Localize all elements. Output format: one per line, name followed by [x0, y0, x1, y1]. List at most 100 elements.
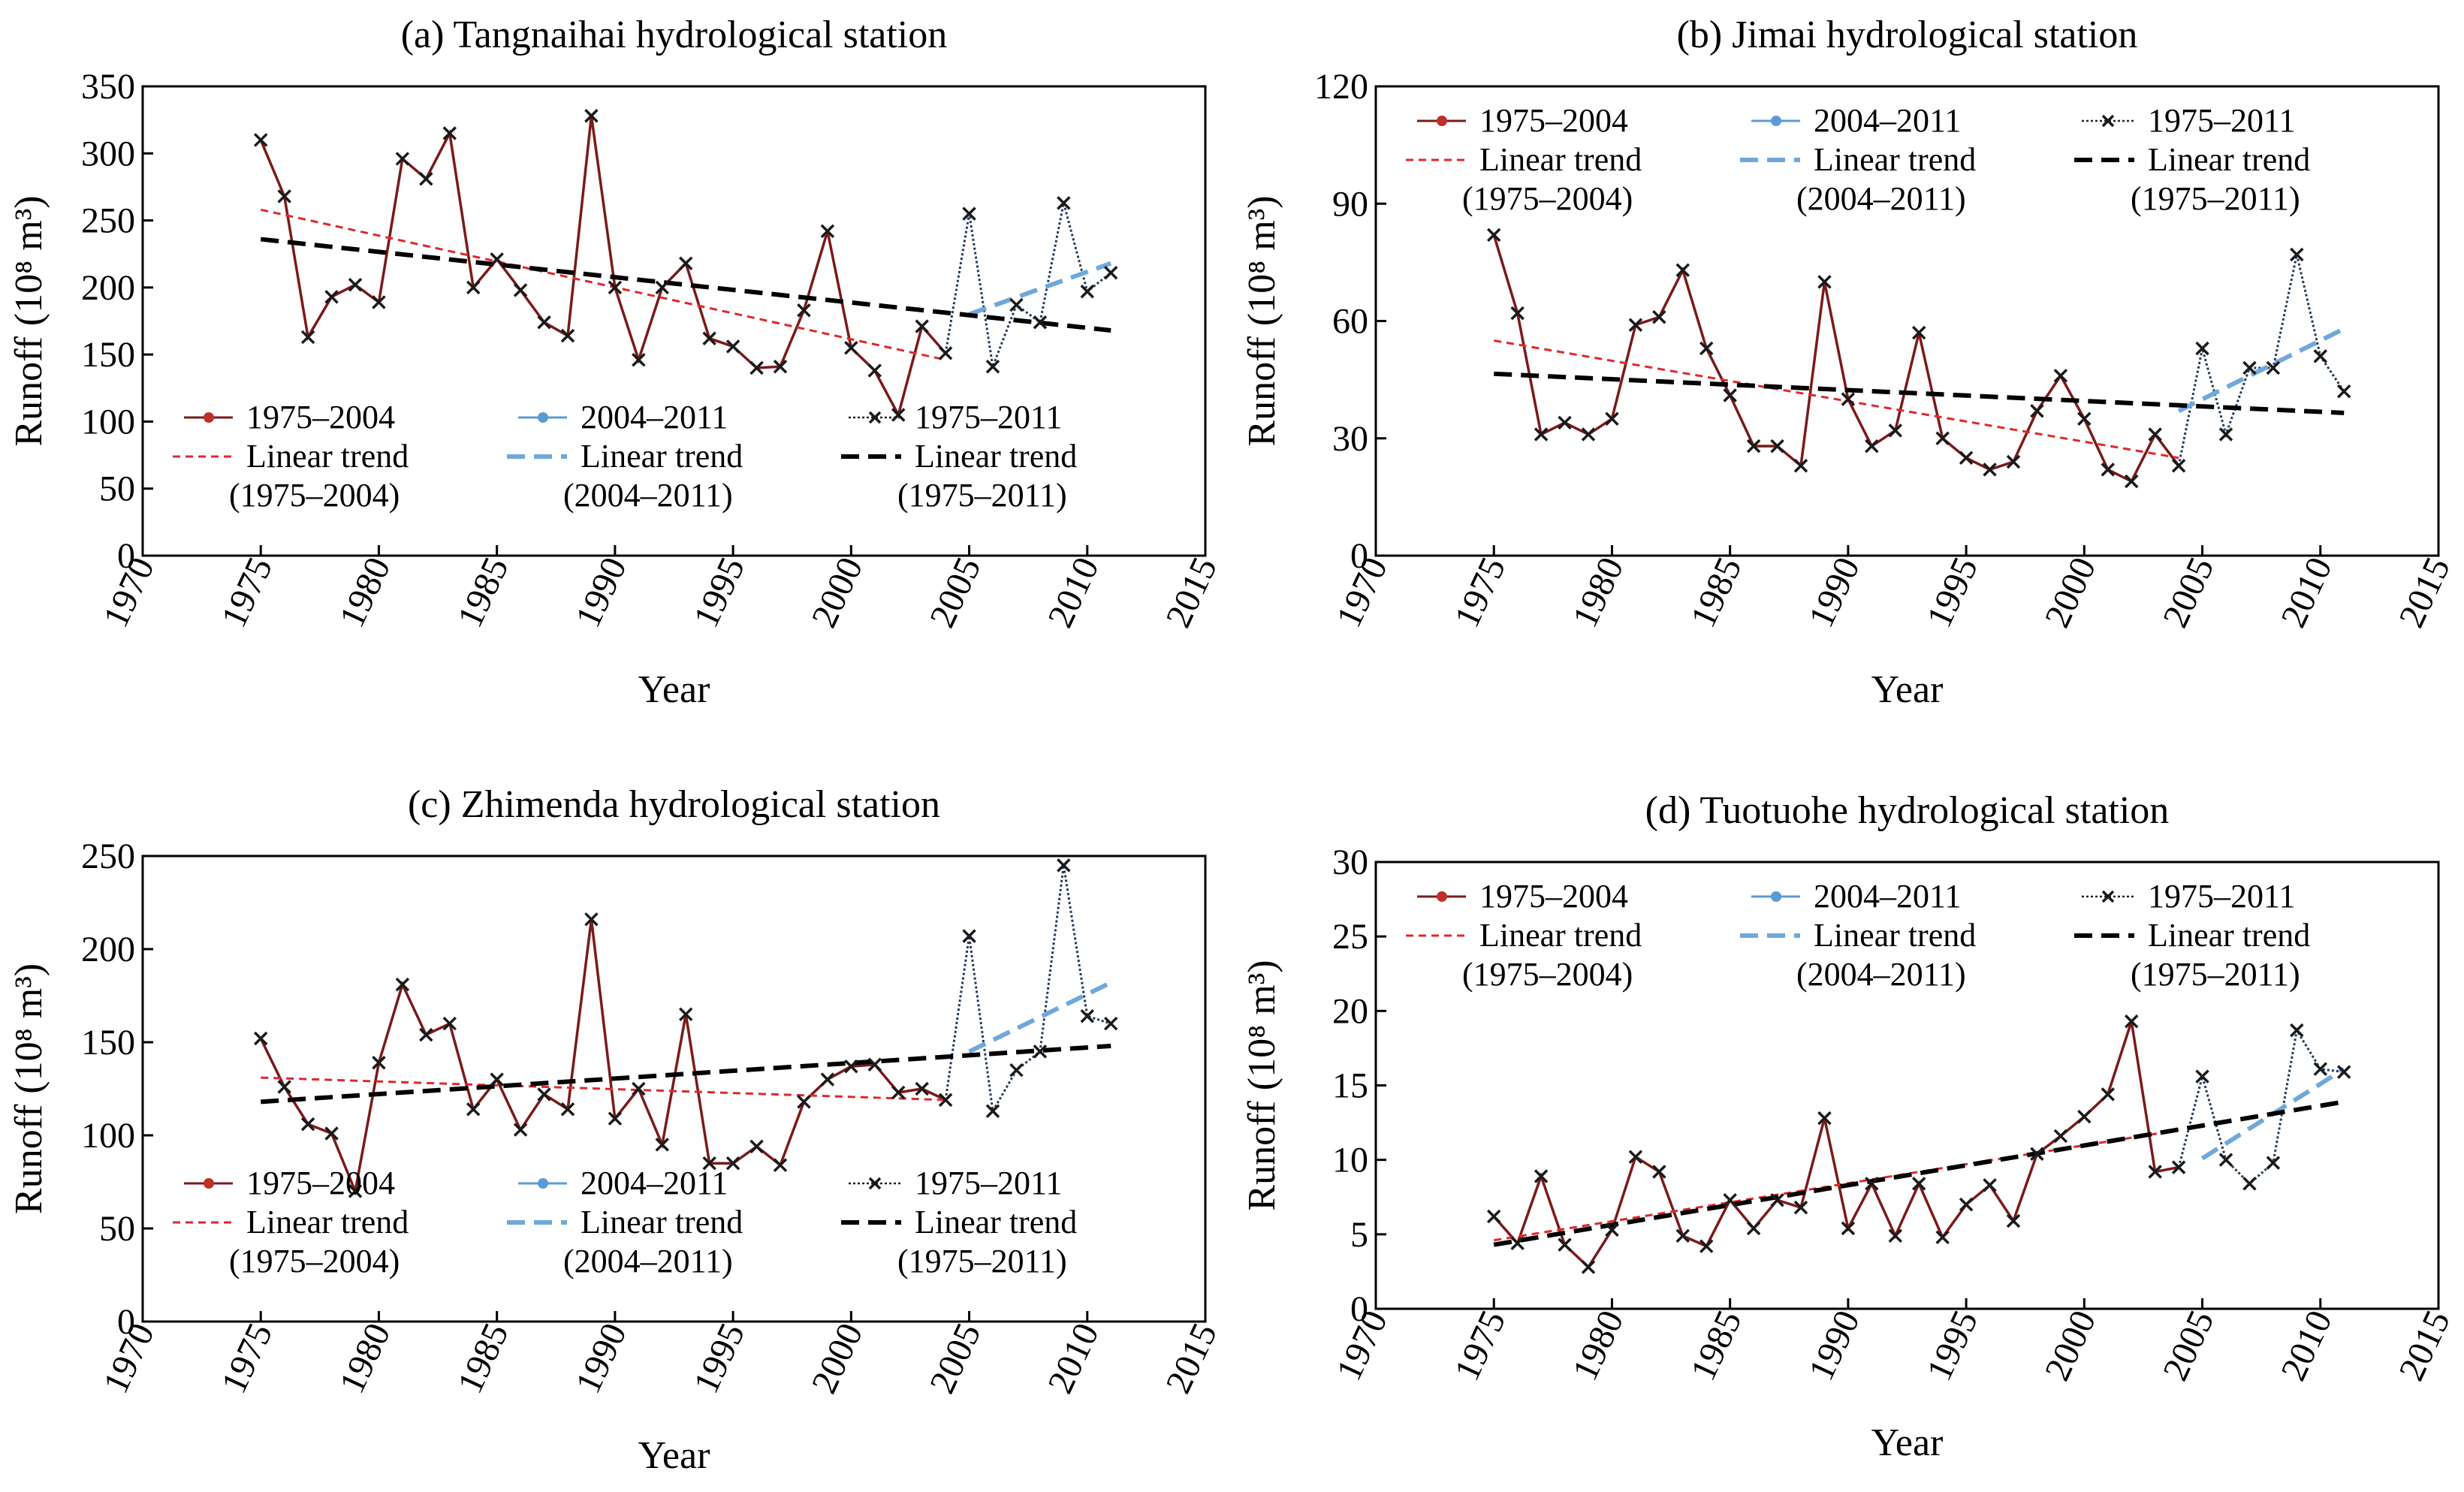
- data-point: [1723, 388, 1737, 402]
- y-tick-label: 0: [117, 1302, 135, 1342]
- data-point: [773, 359, 788, 374]
- legend-marker-dot: [204, 1178, 214, 1189]
- data-point: [2148, 427, 2162, 442]
- data-point: [1888, 423, 1903, 438]
- panel-d: (d) Tuotuohe hydrological station 0 5 10 15 2…: [1241, 789, 2458, 1464]
- x-tick-label: 2000: [2037, 1304, 2104, 1386]
- x-tick-label: 2015: [2391, 551, 2458, 633]
- series-line-1975-2004: [1492, 1020, 2179, 1270]
- data-point: [632, 353, 646, 367]
- x-tick-label: 1975: [214, 551, 281, 633]
- data-point: [2101, 1087, 2116, 1102]
- data-point: [490, 252, 504, 267]
- x-axis-label: Year: [1871, 1421, 1944, 1464]
- trend-line-0: [261, 1076, 946, 1102]
- x-tick-label: 2005: [2155, 551, 2222, 633]
- data-point: [2030, 404, 2044, 418]
- x-tick-label: 1995: [686, 551, 752, 633]
- data-point: [584, 912, 599, 927]
- data-point: [513, 283, 528, 297]
- y-tick-label: 30: [1332, 419, 1368, 459]
- data-point: [537, 1087, 551, 1102]
- data-point: [985, 1104, 1000, 1118]
- data-point: [466, 1102, 481, 1117]
- y-axis-label: Runoff (10⁸ m³): [1241, 960, 1283, 1210]
- legend-marker-dot: [1771, 116, 1781, 126]
- legend-label: Linear trend: [915, 1204, 1077, 1240]
- data-point: [2006, 1213, 2021, 1228]
- trend-line-1: [968, 261, 1112, 317]
- data-point: [844, 340, 858, 355]
- data-point: [773, 1158, 788, 1172]
- legend-label: Linear trend: [581, 438, 743, 475]
- data-point: [1628, 1150, 1643, 1164]
- data-point: [513, 1123, 528, 1137]
- y-tick-label: 200: [81, 930, 135, 969]
- data-point: [1486, 1209, 1501, 1224]
- data-point: [891, 1085, 906, 1100]
- data-point: [348, 278, 363, 292]
- series-line-2004-2011: [944, 202, 1112, 372]
- data-point: [2124, 1014, 2139, 1029]
- data-point: [466, 280, 481, 295]
- data-point: [938, 346, 953, 360]
- data-point: [2171, 458, 2186, 473]
- panel-b: (b) Jimai hydrological station 0 30 60 90 120…: [1241, 14, 2458, 711]
- y-tick-label: 0: [1350, 1289, 1368, 1329]
- data-point: [820, 224, 835, 239]
- x-tick-label: 1985: [450, 1317, 517, 1399]
- x-tick-label: 1985: [1683, 1304, 1750, 1386]
- data-point: [1865, 1177, 1879, 1191]
- data-point: [372, 295, 386, 309]
- y-tick-label: 0: [1350, 536, 1368, 576]
- trend-line-2: [1494, 371, 2345, 415]
- y-tick-label: 300: [81, 134, 135, 173]
- panel-a: (a) Tangnaihai hydrological station 0 50 10…: [8, 14, 1225, 711]
- data-point: [1959, 1197, 1974, 1212]
- x-tick-label: 1970: [95, 551, 162, 633]
- data-point: [962, 206, 976, 221]
- x-tick-label: 1975: [1447, 551, 1514, 633]
- data-point: [2218, 1153, 2233, 1167]
- data-point: [253, 1031, 268, 1046]
- data-point: [1581, 427, 1596, 442]
- data-point: [253, 133, 268, 147]
- data-point: [1057, 858, 1071, 873]
- data-point: [820, 1072, 835, 1087]
- data-point: [442, 1016, 457, 1031]
- data-point: [537, 315, 551, 330]
- trend-line-2: [260, 237, 1111, 333]
- y-axis-label: Runoff (10⁸ m³): [1241, 195, 1283, 446]
- x-tick-label: 2010: [1040, 1317, 1107, 1399]
- legend-sublabel: (1975–2011): [897, 477, 1067, 514]
- x-tick-label: 2005: [2155, 1304, 2222, 1386]
- x-tick-label: 1975: [1447, 1304, 1514, 1386]
- data-point: [1983, 463, 1997, 477]
- data-point: [2030, 1147, 2044, 1161]
- legend-marker-cross: [868, 1177, 882, 1190]
- y-tick-label: 250: [81, 201, 135, 241]
- x-tick-label: 1990: [1801, 551, 1868, 633]
- data-point: [2336, 384, 2351, 399]
- x-tick-label: 1980: [1565, 1304, 1632, 1386]
- x-axis-label: Year: [638, 668, 710, 711]
- data-point: [1935, 431, 1950, 445]
- data-point: [985, 359, 1000, 374]
- x-tick-label: 2000: [804, 1317, 871, 1399]
- data-point: [1510, 1236, 1525, 1250]
- legend-sublabel: (1975–2004): [229, 1243, 400, 1280]
- data-point: [1841, 392, 1856, 406]
- data-point: [1723, 1192, 1737, 1207]
- legend-marker-dot: [538, 412, 548, 423]
- chart-title: (b) Jimai hydrological station: [1677, 14, 2138, 56]
- x-tick-label: 2000: [804, 551, 871, 633]
- data-point: [2006, 454, 2021, 469]
- legend-label: 1975–2004: [1479, 102, 1628, 139]
- data-point: [938, 1093, 953, 1108]
- data-point: [1103, 1016, 1118, 1031]
- x-tick-label: 1980: [332, 551, 399, 633]
- data-point: [1558, 415, 1572, 430]
- data-point: [608, 280, 623, 295]
